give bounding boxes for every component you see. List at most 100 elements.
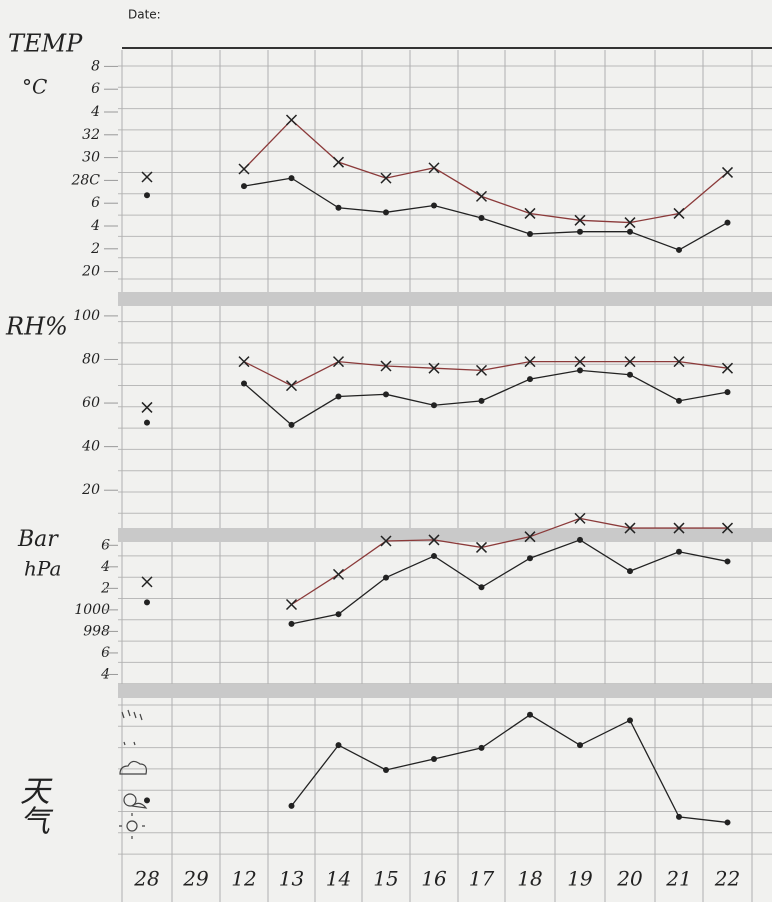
date-label: Date: — [128, 8, 161, 22]
x-marker — [141, 576, 153, 588]
y-tick-label: 32 — [82, 127, 100, 143]
x-marker — [574, 214, 586, 226]
o-marker — [627, 371, 633, 378]
o-marker — [627, 717, 633, 724]
x-tick-label: 22 — [714, 867, 740, 891]
y-tick-label: 40 — [81, 439, 100, 455]
o-marker — [288, 620, 295, 627]
o-marker — [383, 209, 389, 216]
o-marker — [527, 376, 533, 383]
o-marker — [288, 802, 295, 809]
x-marker — [285, 380, 298, 392]
o-marker — [478, 584, 485, 591]
weather-icons — [119, 709, 148, 839]
x-tick-label: 28 — [133, 867, 159, 891]
y-tick-label: 30 — [82, 150, 100, 166]
y-tick-label: 20 — [81, 482, 100, 498]
o-marker — [676, 548, 682, 555]
o-marker — [241, 183, 247, 190]
y-tick-label: 20 — [81, 264, 100, 280]
y-tick-label: 100 — [73, 308, 100, 324]
o-marker — [527, 230, 533, 237]
x-marker — [428, 162, 440, 174]
x-marker — [624, 356, 636, 368]
x-marker — [721, 362, 734, 374]
x-tick-label: 29 — [182, 867, 209, 891]
x-tick-label: 15 — [373, 867, 398, 891]
x-marker — [673, 207, 685, 219]
o-marker — [431, 402, 437, 409]
band — [118, 684, 772, 698]
o-marker — [144, 419, 150, 426]
rain-icon — [121, 709, 143, 721]
x-marker — [475, 364, 488, 376]
o-marker — [577, 742, 583, 749]
o-marker — [335, 393, 342, 400]
series-line — [291, 517, 728, 606]
x-tick-label: 17 — [469, 867, 495, 891]
band — [118, 528, 772, 542]
o-marker — [383, 391, 389, 398]
o-marker — [288, 421, 295, 428]
x-marker — [524, 207, 536, 219]
x-marker — [475, 541, 488, 553]
panel-title: TEMP — [8, 30, 83, 58]
o-marker — [478, 744, 485, 751]
x-tick-label: 16 — [421, 867, 447, 891]
o-marker — [724, 558, 731, 565]
o-marker — [144, 192, 150, 199]
x-marker — [380, 360, 392, 372]
o-marker — [724, 389, 731, 396]
sun-icon — [119, 813, 145, 839]
o-marker — [431, 755, 437, 762]
x-marker — [574, 356, 586, 368]
o-marker — [627, 568, 633, 575]
x-marker — [285, 598, 298, 611]
o-marker — [288, 175, 295, 182]
o-marker — [383, 574, 389, 581]
o-marker — [144, 599, 150, 606]
x-tick-label: 21 — [665, 867, 691, 891]
x-marker — [428, 534, 440, 546]
o-marker — [627, 228, 633, 235]
x-marker — [721, 522, 734, 534]
panel-subtitle: °C — [22, 75, 47, 99]
panel-title: 天气 — [14, 775, 49, 835]
x-tick-label: 14 — [326, 867, 351, 891]
x-marker — [673, 356, 685, 368]
y-tick-label: 80 — [82, 351, 100, 367]
o-marker — [335, 742, 342, 749]
o-marker — [241, 380, 247, 387]
x-marker — [380, 172, 392, 184]
o-marker — [431, 553, 437, 560]
y-tick-label: 2 — [90, 241, 100, 257]
x-tick-label: 12 — [231, 867, 256, 891]
series-line — [290, 714, 728, 824]
y-tick-label: 6 — [91, 195, 100, 211]
band — [118, 292, 772, 306]
x-tick-label: 20 — [616, 867, 643, 891]
o-marker — [676, 813, 682, 820]
x-marker — [673, 522, 685, 534]
cloud-icon — [119, 760, 147, 775]
x-marker — [332, 568, 345, 580]
sun-icon — [126, 820, 138, 832]
y-tick-label: 998 — [83, 623, 110, 639]
o-marker — [724, 219, 731, 226]
x-marker — [624, 217, 636, 229]
x-marker — [574, 512, 586, 524]
o-marker — [577, 367, 583, 374]
x-marker — [524, 531, 536, 543]
y-tick-label: 60 — [82, 395, 100, 411]
o-marker — [724, 819, 731, 826]
y-tick-label: 8 — [91, 58, 100, 74]
y-tick-label: 28C — [70, 172, 100, 188]
o-marker — [383, 767, 389, 773]
x-marker — [238, 356, 250, 368]
series-line — [291, 539, 728, 625]
y-tick-label: 6 — [91, 81, 100, 97]
x-marker — [721, 166, 734, 178]
x-tick-label: 13 — [279, 867, 304, 891]
x-marker — [332, 156, 345, 168]
